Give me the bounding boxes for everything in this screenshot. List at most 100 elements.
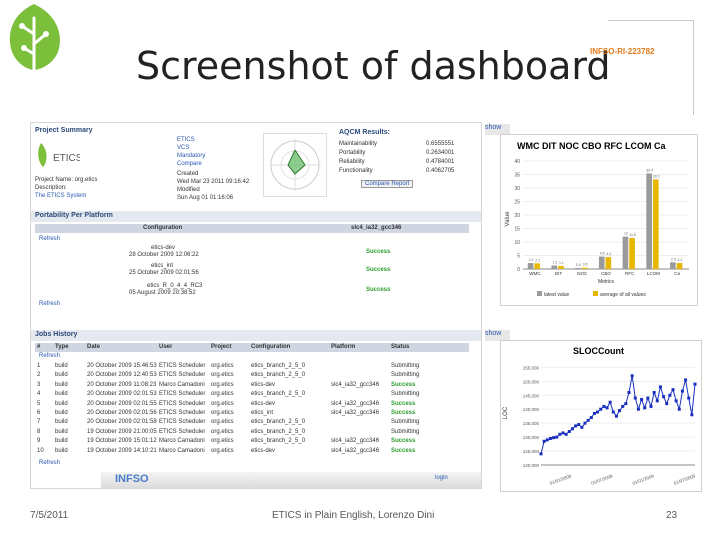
aqcm-value-maintainability: 0.6555551 — [426, 141, 455, 147]
jobs-column-header[interactable]: User — [159, 344, 173, 350]
jobs-row-number: 10 — [37, 447, 44, 454]
project-reference: INFSO-RI-223782 — [590, 47, 655, 56]
data-point — [574, 424, 578, 428]
data-label: 12 — [624, 232, 628, 236]
jobs-column-header[interactable]: Configuration — [251, 344, 291, 350]
y-axis-label: LOC — [503, 406, 509, 419]
login-link[interactable]: login — [435, 475, 448, 481]
y-tick-label: 120,000 — [523, 463, 540, 468]
data-point — [671, 388, 675, 392]
portability-row-date: 25 October 2009 02:01:56 — [129, 270, 199, 276]
portability-col-platform: slc4_ia32_gcc346 — [351, 225, 402, 231]
bar — [646, 173, 652, 269]
x-tick-label: RFC — [625, 271, 635, 276]
jobs-cell: org.etics — [211, 400, 234, 407]
jobs-cell: build — [55, 419, 68, 426]
jobs-cell: org.etics — [211, 372, 234, 379]
link-etics[interactable]: ETICS — [177, 137, 195, 143]
y-tick-label: 140,000 — [523, 407, 540, 412]
portability-refresh-top[interactable]: Refresh — [39, 236, 61, 242]
jobs-column-header[interactable]: # — [37, 344, 41, 350]
jobs-column-header[interactable]: Status — [391, 344, 410, 350]
jobs-cell: org.etics — [211, 391, 234, 398]
data-point — [605, 406, 609, 410]
data-point — [608, 400, 612, 404]
jobs-cell: build — [55, 428, 68, 435]
portability-title: Portability Per Platform — [35, 212, 113, 219]
portability-refresh-bottom[interactable]: Refresh — [39, 301, 61, 307]
aqcm-label-maintainability: Maintainability — [339, 141, 378, 147]
bar — [558, 266, 564, 269]
jobs-cell: org.etics — [211, 419, 234, 426]
data-point — [630, 374, 634, 378]
jobs-cell: etics_branch_2_5_0 — [251, 419, 306, 426]
show-tab-metrics[interactable]: show — [485, 124, 510, 135]
link-mandatory[interactable]: Mandatory — [177, 153, 206, 159]
jobs-cell: Marco Camadoni — [159, 381, 205, 388]
jobs-cell: build — [55, 363, 68, 369]
jobs-cell: org.etics — [211, 410, 234, 416]
jobs-cell: ETICS Scheduler — [159, 400, 206, 407]
x-axis-label: Metrics — [598, 279, 615, 285]
link-compare[interactable]: Compare — [177, 161, 202, 167]
x-tick-label: NOC — [577, 271, 588, 276]
y-tick-label: 25 — [514, 200, 520, 206]
jobs-cell: ETICS Scheduler — [159, 419, 206, 426]
divider-horizontal — [608, 20, 694, 21]
jobs-cell: build — [55, 381, 68, 388]
data-point — [633, 396, 637, 400]
jobs-row-number: 3 — [37, 381, 41, 388]
data-point — [577, 423, 581, 427]
sloccount-chart-panel: SLOCCount LOC 120,000 125,000 130,000 135,000… — [500, 340, 702, 492]
x-tick-label: 01/07/2008 — [590, 473, 613, 486]
data-point — [649, 404, 653, 408]
data-point — [558, 432, 562, 436]
jobs-cell: ETICS Scheduler — [159, 363, 206, 369]
x-tick-label: 01/07/2009 — [673, 473, 696, 486]
jobs-column-header[interactable]: Project — [211, 344, 232, 350]
data-label: 2.1 — [535, 258, 540, 262]
data-point — [618, 409, 622, 413]
jobs-cell: ETICS Scheduler — [159, 410, 206, 416]
aqcm-value-portability: 0.2634001 — [426, 150, 455, 156]
data-point — [646, 396, 650, 400]
jobs-cell: Submitting — [391, 428, 420, 435]
show-tab-sloccount[interactable]: show — [485, 330, 510, 341]
jobs-column-header[interactable]: Date — [87, 344, 101, 350]
data-point — [548, 437, 552, 440]
jobs-cell: 20 October 2009 02:01:55 — [87, 400, 157, 407]
divider-vertical — [693, 20, 694, 115]
etics-logo: ETICS — [35, 139, 83, 171]
data-label: 11.5 — [629, 233, 636, 237]
project-name: Project Name: org.etics — [35, 177, 98, 183]
jobs-row-number: 5 — [37, 400, 41, 407]
jobs-cell: etics_branch_2_5_0 — [251, 363, 306, 369]
aqcm-label-reliability: Reliability — [339, 159, 365, 165]
system-link[interactable]: The ETICS System — [35, 193, 87, 199]
data-point — [640, 397, 644, 401]
data-label: 1.3 — [552, 260, 557, 264]
jobs-refresh-top[interactable]: Refresh — [39, 353, 61, 359]
data-point — [561, 431, 565, 435]
link-vcs[interactable]: VCS — [177, 145, 190, 151]
created-value: Wed Mar 23 2011 09:16:42 — [177, 179, 250, 185]
jobs-column-header[interactable]: Platform — [331, 344, 356, 350]
jobs-cell: slc4_ia32_gcc346 — [331, 438, 380, 445]
x-tick-label: WMC — [529, 271, 541, 276]
jobs-column-header[interactable]: Type — [55, 344, 69, 350]
data-label: 1.1 — [559, 261, 564, 265]
chart-title: WMC DIT NOC CBO RFC LCOM Ca — [517, 141, 666, 151]
jobs-cell: Marco Camadoni — [159, 438, 205, 445]
data-point — [611, 410, 615, 414]
jobs-cell: slc4_ia32_gcc346 — [331, 447, 380, 454]
jobs-refresh-bottom[interactable]: Refresh — [39, 460, 61, 466]
portability-header-band — [31, 211, 481, 222]
jobs-cell: org.etics — [211, 428, 234, 435]
jobs-cell: org.etics — [211, 363, 234, 369]
leaf-logo — [0, 0, 70, 75]
jobs-cell: 20 October 2009 15:46:53 — [87, 363, 157, 369]
bar — [676, 263, 683, 269]
data-point — [580, 425, 584, 429]
jobs-cell: Submitting — [391, 419, 420, 426]
compare-report-button[interactable]: Compare Report — [361, 180, 414, 188]
